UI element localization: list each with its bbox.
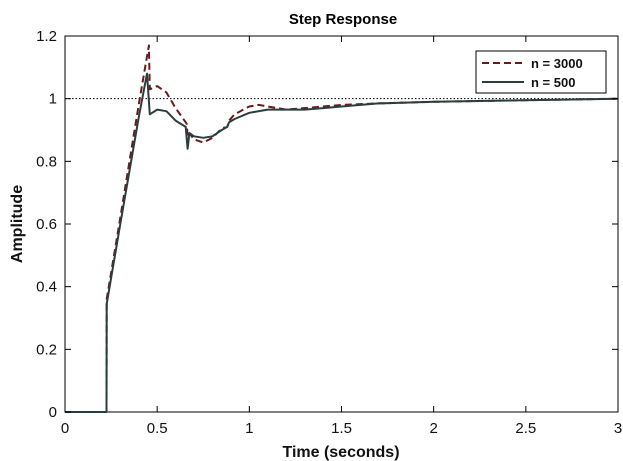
series-line-n3000 xyxy=(65,44,619,413)
series-line-n500 xyxy=(65,72,619,413)
x-axis-title: Time (seconds) xyxy=(282,444,399,461)
x-tick-label: 2.5 xyxy=(515,420,536,437)
chart-title: Step Response xyxy=(289,11,397,28)
y-tick-label: 0.4 xyxy=(36,279,57,296)
legend-label-n500: n = 500 xyxy=(531,75,575,90)
y-tick-label: 0.2 xyxy=(36,341,57,358)
legend: n = 3000 n = 500 xyxy=(475,50,607,94)
x-tick-label: 1.5 xyxy=(331,420,352,437)
y-tick-label: 0.6 xyxy=(36,216,57,233)
y-tick-label: 1.2 xyxy=(36,28,57,45)
x-tick-label: 0.5 xyxy=(147,420,168,437)
legend-label-n3000: n = 3000 xyxy=(531,56,583,71)
y-tick-label: 0.8 xyxy=(36,153,57,170)
x-tick-label: 0 xyxy=(61,420,69,437)
y-tick-label: 1 xyxy=(49,91,57,108)
legend-box xyxy=(475,50,607,94)
y-tick-label: 0 xyxy=(49,404,57,421)
x-tick-label: 3 xyxy=(614,420,622,437)
x-tick-label: 2 xyxy=(429,420,437,437)
y-axis-title: Amplitude xyxy=(9,185,26,263)
x-tick-label: 1 xyxy=(245,420,253,437)
